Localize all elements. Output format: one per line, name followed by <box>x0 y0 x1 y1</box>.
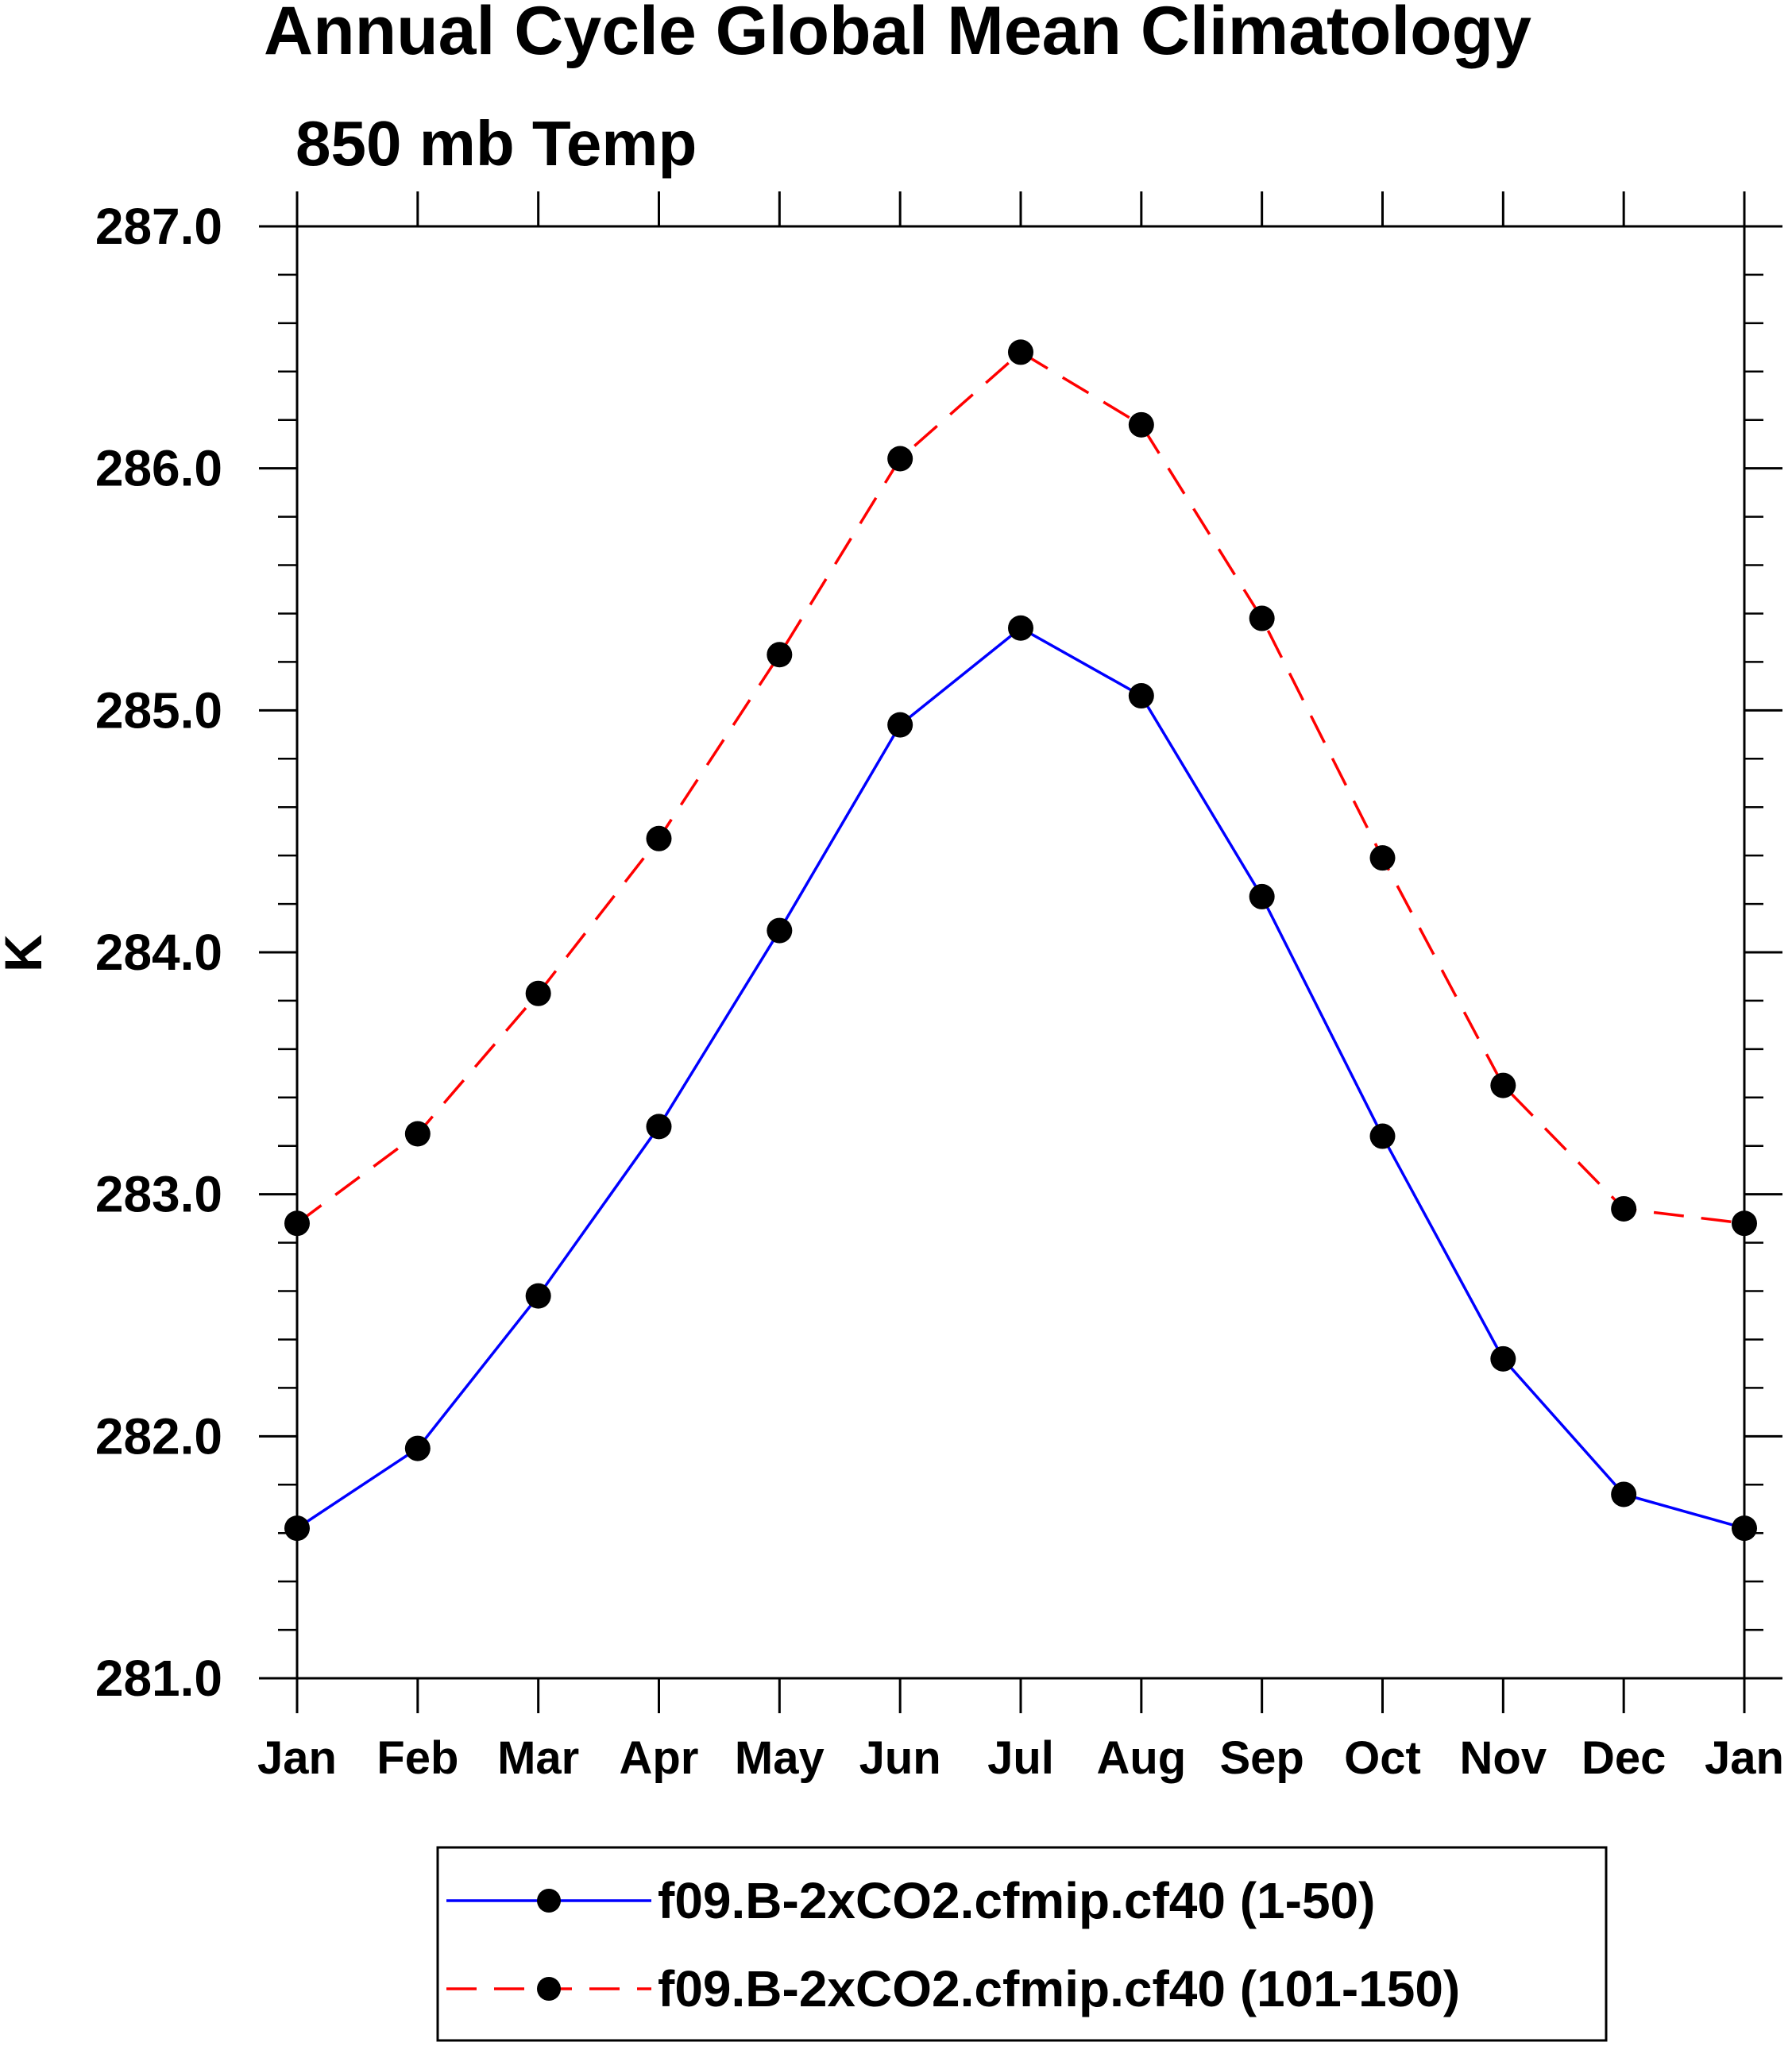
legend-box <box>436 1846 1608 2042</box>
x-tick-label: Jul <box>987 1732 1054 1784</box>
series-2-point <box>1008 339 1033 365</box>
legend-label-series-1: f09.B-2xCO2.cfmip.cf40 (1-50) <box>658 1872 1375 1929</box>
chart-title: Annual Cycle Global Mean Climatology <box>264 0 1531 69</box>
legend: f09.B-2xCO2.cfmip.cf40 (1-50) f09.B-2xCO… <box>436 1846 1608 2042</box>
series-1-point <box>1128 683 1154 709</box>
series-1-point <box>1490 1345 1516 1372</box>
y-tick-label: 287.0 <box>95 198 222 255</box>
series-1-point <box>525 1283 551 1309</box>
y-axis-label: K <box>0 934 52 972</box>
series-2-point <box>887 446 913 472</box>
y-tick-label: 284.0 <box>95 924 222 981</box>
plot-frame <box>295 225 1746 1680</box>
x-tick-label: Aug <box>1096 1732 1186 1784</box>
series-1-point <box>1249 883 1275 909</box>
x-tick-label: Oct <box>1344 1732 1421 1784</box>
x-tick-label: Dec <box>1582 1732 1666 1784</box>
series-1-point <box>404 1435 431 1461</box>
series-2-point <box>1249 605 1275 631</box>
y-tick-label: 283.0 <box>95 1166 222 1223</box>
series-1-point <box>767 917 793 944</box>
series-layer <box>284 339 1757 1542</box>
series-1-point <box>1611 1481 1637 1507</box>
x-tick-label: Jan <box>1705 1732 1784 1784</box>
x-tick-label: Mar <box>497 1732 579 1784</box>
x-tick-label: Nov <box>1460 1732 1547 1784</box>
series-2-point <box>1611 1195 1637 1222</box>
axes: Jan Feb Mar Apr May Jun Jul Aug Sep Oct Nov Dec Jan 2… <box>95 191 1784 1784</box>
x-tick-label: Sep <box>1219 1732 1303 1784</box>
series-2-point <box>646 825 672 851</box>
series-1-point <box>1732 1515 1757 1542</box>
legend-marker-series-1 <box>537 1889 561 1913</box>
x-tick-label: Jun <box>859 1732 941 1784</box>
y-tick-label: 285.0 <box>95 681 222 739</box>
y-tick-label: 282.0 <box>95 1407 222 1465</box>
x-tick-label: May <box>735 1732 825 1784</box>
series-2-point <box>284 1210 310 1237</box>
series-2-point <box>1128 411 1154 438</box>
legend-marker-series-2 <box>537 1977 561 2001</box>
series-1-point <box>1369 1123 1396 1149</box>
series-1-point <box>1008 615 1033 641</box>
chart-subtitle: 850 mb Temp <box>295 108 697 179</box>
legend-label-series-2: f09.B-2xCO2.cfmip.cf40 (101-150) <box>658 1960 1460 2017</box>
series-2-point <box>404 1121 431 1147</box>
series-2-point <box>1490 1072 1516 1098</box>
series-1-point <box>284 1515 310 1542</box>
series-2-point <box>1732 1210 1757 1237</box>
series-2-point <box>767 642 793 668</box>
series-line-1 <box>296 626 1745 1530</box>
y-tick-label: 281.0 <box>95 1650 222 1707</box>
series-1-point <box>646 1114 672 1140</box>
series-2-point <box>525 980 551 1006</box>
series-line-2 <box>295 350 1745 1225</box>
y-tick-label: 286.0 <box>95 440 222 497</box>
series-1-point <box>887 712 913 738</box>
x-tick-label: Feb <box>377 1732 458 1784</box>
x-tick-label: Apr <box>620 1732 699 1784</box>
series-2-point <box>1369 845 1396 871</box>
x-tick-label: Jan <box>257 1732 337 1784</box>
